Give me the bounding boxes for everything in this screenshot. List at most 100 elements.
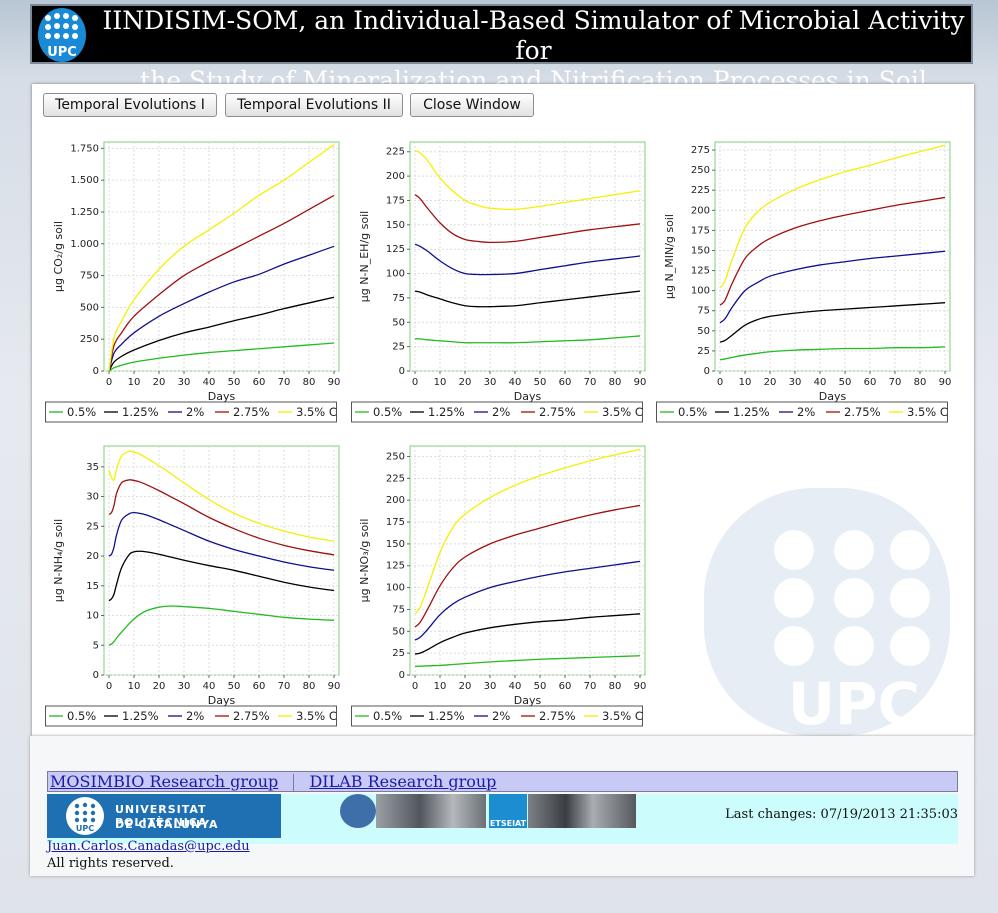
legend-label: 0.5% <box>373 709 402 723</box>
x-tick-label: 30 <box>178 377 191 388</box>
x-tick-label: 30 <box>484 377 497 388</box>
series-line <box>108 605 335 646</box>
y-tick-label: 225 <box>386 473 405 484</box>
link-separator <box>293 774 295 791</box>
upc-logo-icon: UPC <box>45 13 78 60</box>
n-min-chart: 0 25 50 75 100 125 150 175 200 225 250 275 0 10 20 30 40… <box>655 140 955 435</box>
x-axis-label: Days <box>208 390 236 403</box>
y-tick-label: 0 <box>704 366 710 377</box>
x-tick-label: 10 <box>128 681 141 692</box>
etseiat-logo[interactable]: ETSEIAT <box>489 794 527 828</box>
y-tick-label: 50 <box>392 317 405 328</box>
x-tick-label: 60 <box>253 681 266 692</box>
x-tick-label: 40 <box>203 681 216 692</box>
upc-logo: UPC <box>38 8 86 62</box>
y-tick-label: 225 <box>386 147 405 158</box>
legend-box <box>45 705 337 727</box>
y-tick-label: 1.250 <box>70 207 99 218</box>
n-no3-chart: 0 25 50 75 100 125 150 175 200 225 250 0 10 20 30 40 50 6… <box>350 444 650 739</box>
mosimbio-link[interactable]: MOSIMBIO Research group <box>50 772 279 791</box>
y-tick-label: 275 <box>691 145 710 156</box>
y-tick-label: 0 <box>399 366 405 377</box>
series-line <box>414 655 641 667</box>
co2-chart: 0 250 500 750 1.000 1.250 1.500 1.750 0 10 20 30 40 5… <box>44 140 344 435</box>
upc-banner[interactable]: UPC UNIVERSITAT POLITÈCNICA DE CATALUNYA <box>47 794 281 838</box>
legend-label: 0.5% <box>678 405 707 419</box>
y-tick-label: 1.000 <box>70 239 99 250</box>
close-window-button[interactable]: Close Window <box>410 93 534 117</box>
y-tick-label: 100 <box>386 269 405 280</box>
legend-label: 3.5% C <box>602 405 643 419</box>
legend-label: 0.5% <box>373 405 402 419</box>
y-tick-label: 25 <box>86 521 99 532</box>
x-tick-label: 0 <box>412 681 418 692</box>
series-line <box>414 448 641 615</box>
y-tick-label: 25 <box>392 342 405 353</box>
x-tick-label: 80 <box>609 377 622 388</box>
legend-label: 1.25% <box>428 405 465 419</box>
legend-box <box>351 705 643 727</box>
campus-photo-1[interactable] <box>376 794 486 828</box>
school-seal-icon[interactable] <box>340 794 376 828</box>
campus-photo-2[interactable] <box>528 794 636 828</box>
series-line <box>719 196 946 306</box>
n-eh-chart: 0 25 50 75 100 125 150 175 200 225 0 10 20 30 40 50 60 70… <box>350 140 650 435</box>
series-line <box>414 335 641 344</box>
series-line <box>108 450 335 542</box>
temporal-evolutions-2-button[interactable]: Temporal Evolutions II <box>225 93 403 117</box>
x-tick-label: 10 <box>128 377 141 388</box>
y-tick-label: 1.500 <box>70 175 99 186</box>
contact-email-link[interactable]: Juan.Carlos.Canadas@upc.edu <box>47 839 250 854</box>
rights-text: All rights reserved. <box>47 856 174 871</box>
y-tick-label: 750 <box>80 271 99 282</box>
legend-label: 3.5% C <box>296 709 337 723</box>
legend-label: 2% <box>797 405 815 419</box>
x-tick-label: 80 <box>914 377 927 388</box>
legend-label: 0.5% <box>67 709 96 723</box>
chart-svg: 0 25 50 75 100 125 150 175 200 225 250 0 10 20 30 40 50 6… <box>351 445 646 727</box>
plot-area <box>409 141 646 372</box>
x-tick-label: 40 <box>509 377 522 388</box>
series-line <box>108 194 335 372</box>
x-tick-label: 20 <box>764 377 777 388</box>
series-line <box>719 302 946 343</box>
series-line <box>414 504 641 628</box>
last-changes-text: Last changes: 07/19/2013 21:35:03 <box>725 807 958 822</box>
dilab-link[interactable]: DILAB Research group <box>309 772 497 791</box>
temporal-evolutions-1-button[interactable]: Temporal Evolutions I <box>43 93 217 117</box>
legend-label: 0.5% <box>67 405 96 419</box>
chart-svg: 0 5 10 15 20 25 30 35 0 10 20 30 40 50 60 70 80 90 Days µg … <box>45 445 340 727</box>
series-line <box>719 346 946 361</box>
y-tick-label: 200 <box>386 171 405 182</box>
legend-label: 2% <box>186 405 204 419</box>
x-tick-label: 90 <box>328 377 341 388</box>
series-line <box>414 290 641 308</box>
legend-label: 2% <box>492 709 510 723</box>
x-tick-label: 30 <box>178 681 191 692</box>
y-tick-label: 250 <box>386 451 405 462</box>
y-tick-label: 20 <box>86 551 99 562</box>
y-tick-label: 0 <box>399 670 405 681</box>
x-tick-label: 40 <box>814 377 827 388</box>
y-tick-label: 100 <box>691 286 710 297</box>
y-tick-label: 15 <box>86 581 99 592</box>
y-tick-label: 25 <box>697 346 710 357</box>
y-tick-label: 5 <box>93 640 99 651</box>
etseiat-label: ETSEIAT <box>489 819 527 828</box>
page-title-line1: IINDISIM-SOM, an Individual-Based Simula… <box>102 6 965 65</box>
page-header: UPC IINDISIM-SOM, an Individual-Based Si… <box>30 4 973 95</box>
y-tick-label: 75 <box>392 293 405 304</box>
chart-svg: 0 25 50 75 100 125 150 175 200 225 250 275 0 10 20 30 40… <box>656 141 951 423</box>
legend-label: 2.75% <box>233 709 270 723</box>
series-line <box>414 194 641 244</box>
series-line <box>108 144 335 372</box>
upc-banner-logo-icon: UPC <box>66 797 104 835</box>
x-tick-label: 10 <box>739 377 752 388</box>
chart-svg: 0 250 500 750 1.000 1.250 1.500 1.750 0 10 20 30 40 5… <box>45 141 341 423</box>
legend-box <box>351 401 643 423</box>
legend-label: 3.5% C <box>296 405 337 419</box>
legend-label: 2.75% <box>233 405 270 419</box>
y-axis-label: µg N-NO₃/g soil <box>358 519 371 603</box>
y-tick-label: 150 <box>386 539 405 550</box>
x-tick-label: 0 <box>106 377 112 388</box>
